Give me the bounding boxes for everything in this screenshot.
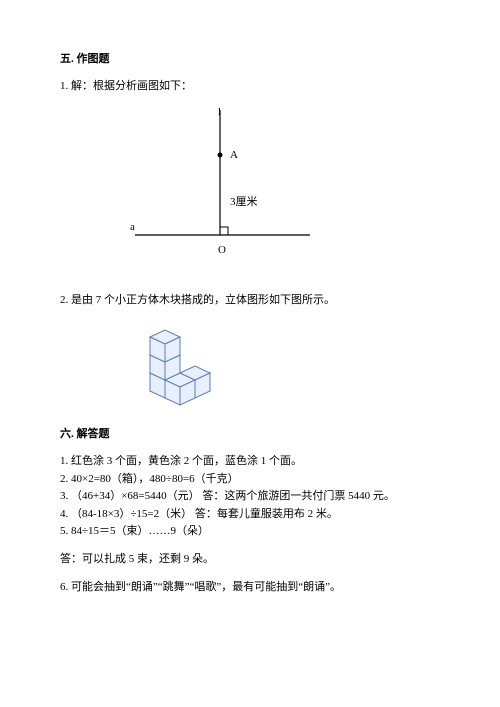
section-5-title: 五. 作图题: [60, 50, 440, 66]
section-6-line-6: 6. 可能会抽到“朗诵”“跳舞”“唱歌”，最有可能抽到“朗诵”。: [60, 579, 440, 597]
right-angle-mark: [220, 227, 228, 235]
section-5-item-2: 2. 是由 7 个小正方体木块搭成的，立体图形如下图所示。: [60, 292, 440, 309]
section-6-title: 六. 解答题: [60, 425, 440, 441]
label-3cm: 3厘米: [230, 195, 258, 208]
section-6-line-3: 3. （46+34）×68=5440（元） 答：这两个旅游团一共付门票 5440…: [60, 488, 440, 506]
section-6-line-1: 1. 红色涂 3 个面，黄色涂 2 个面，蓝色涂 1 个面。: [60, 453, 440, 471]
section-5-item-1: 1. 解：根据分析画图如下：: [60, 78, 440, 95]
label-o: O: [218, 244, 226, 256]
point-a: [218, 152, 223, 157]
figure-1-perpendicular: l A 3厘米 a O: [130, 105, 440, 278]
cube-top: [150, 330, 180, 362]
label-a-line: a: [130, 221, 135, 233]
section-6-line-2: 2. 40×2=80（箱），480÷80=6（千克）: [60, 471, 440, 489]
section-6-line-5: 5. 84÷15＝5（束）……9（朵）: [60, 523, 440, 541]
figure-2-cubes: [130, 318, 440, 411]
label-l: l: [218, 106, 221, 118]
section-6-answer: 答：可以扎成 5 束，还剩 9 朵。: [60, 551, 440, 569]
label-a-point: A: [230, 149, 238, 161]
section-6-line-4: 4. （84-18×3）÷15=2（米） 答：每套儿童服装用布 2 米。: [60, 506, 440, 524]
